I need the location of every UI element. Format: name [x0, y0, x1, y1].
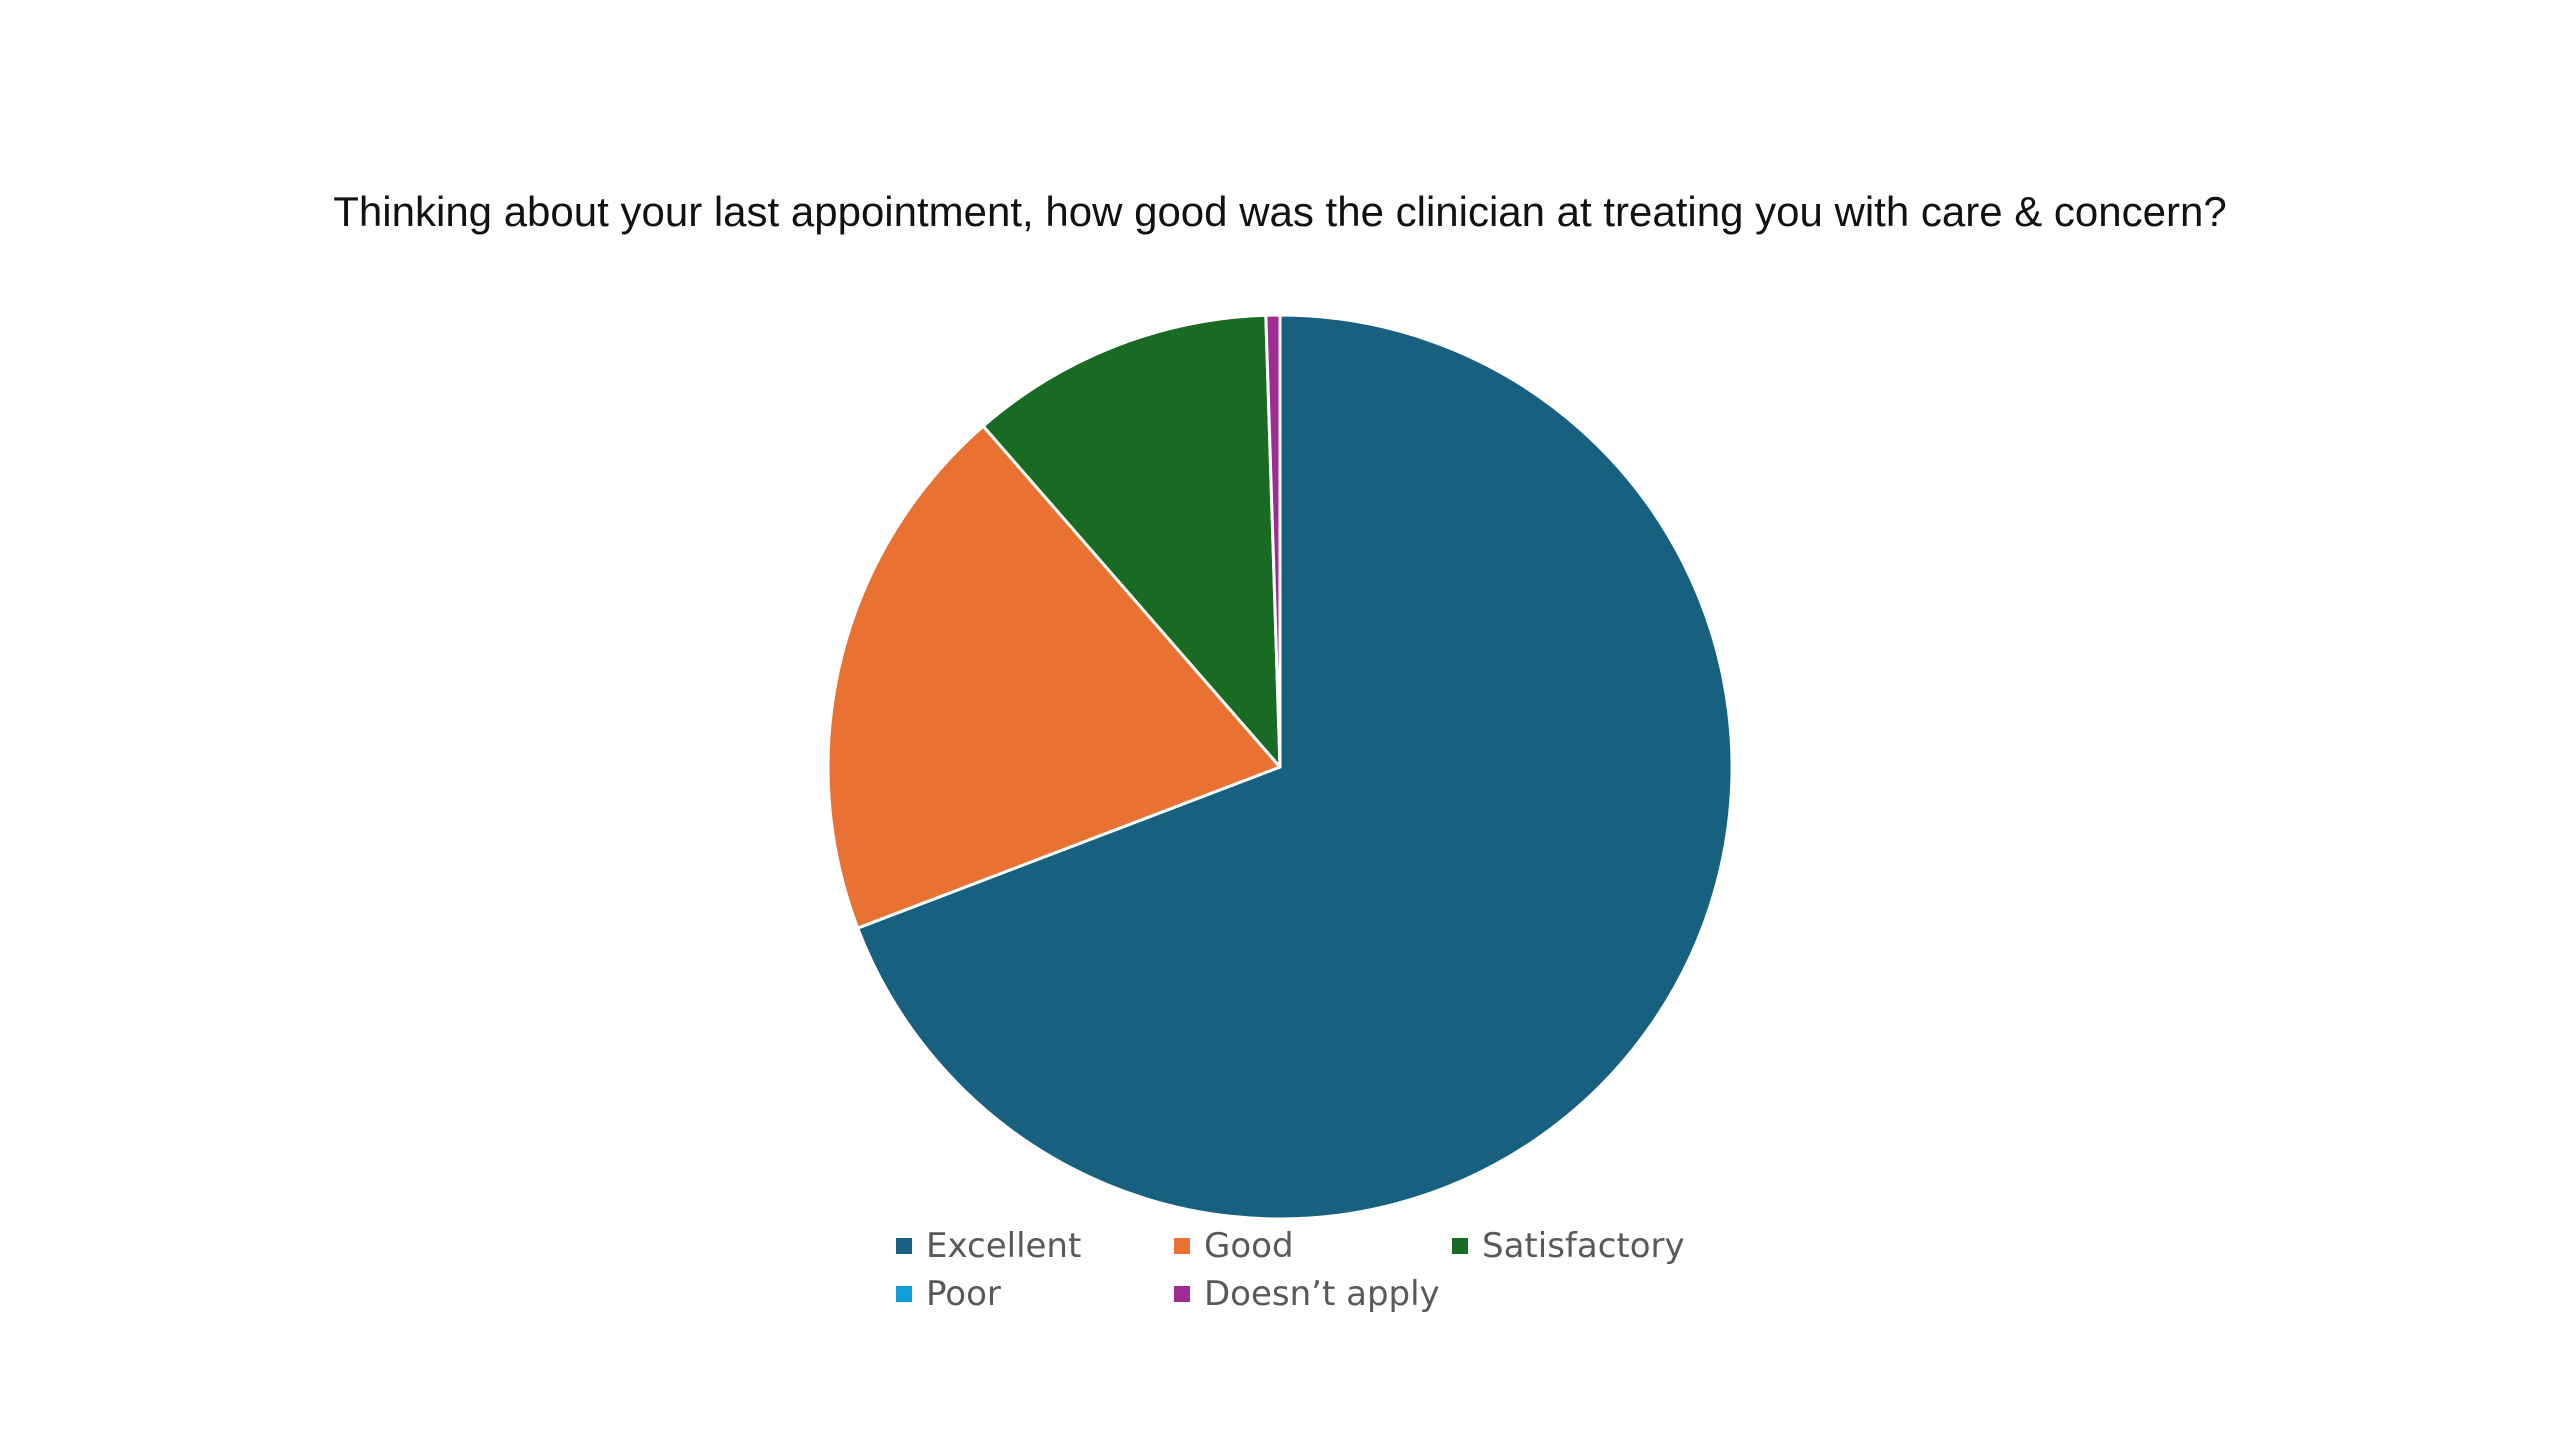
legend-swatch-good: [1174, 1238, 1190, 1254]
legend-label-good: Good: [1204, 1226, 1294, 1266]
legend-item-good: Good: [1174, 1226, 1294, 1266]
legend-label-excellent: Excellent: [926, 1226, 1082, 1266]
legend-swatch-doesnt-apply: [1174, 1286, 1190, 1302]
legend-label-doesnt-apply: Doesn’t apply: [1204, 1274, 1440, 1314]
pie-slice-doesn-t-apply: [1264, 313, 1282, 769]
legend-swatch-poor: [896, 1286, 912, 1302]
legend-item-excellent: Excellent: [896, 1226, 1081, 1266]
chart-title: Thinking about your last appointment, ho…: [333, 188, 2227, 235]
pie-slice-good: [826, 424, 1282, 930]
legend-label-satisfactory: Satisfactory: [1482, 1226, 1685, 1266]
legend-swatch-excellent: [896, 1238, 912, 1254]
legend-item-doesnt-apply: Doesn’t apply: [1174, 1274, 1440, 1314]
legend-swatch-satisfactory: [1452, 1238, 1468, 1254]
legend-label-poor: Poor: [926, 1274, 1001, 1314]
pie-slice-excellent: [856, 313, 1734, 1221]
legend-item-satisfactory: Satisfactory: [1452, 1226, 1685, 1266]
pie-slice-satisfactory: [981, 313, 1282, 769]
legend-item-poor: Poor: [896, 1274, 1001, 1314]
